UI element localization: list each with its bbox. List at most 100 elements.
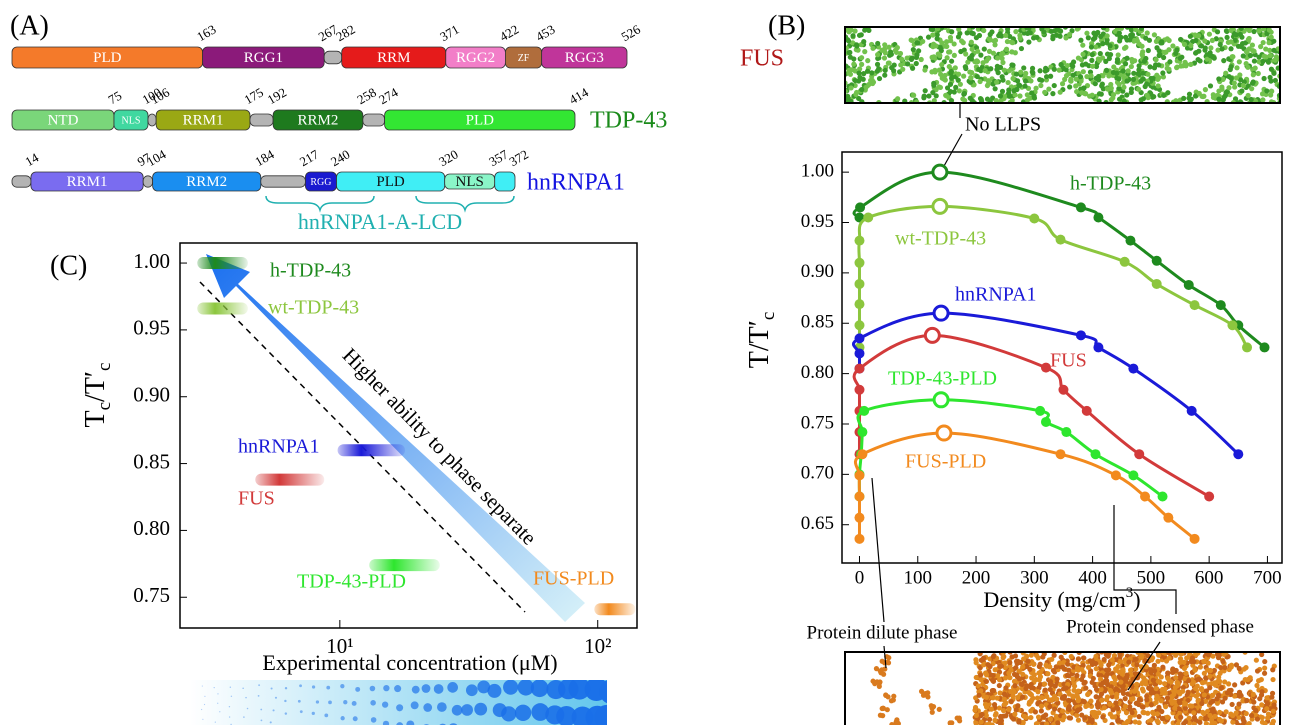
snapshot-bead [967,69,972,74]
snapshot-bead [991,51,996,56]
residue-label: 422 [497,21,521,44]
snapshot-bead [1183,719,1188,724]
snapshot-bead [1041,714,1046,719]
snapshot-bead [1100,41,1105,46]
snapshot-bead [865,58,870,63]
domain-label: NTD [48,112,79,128]
snapshot-bead [1003,685,1008,690]
snapshot-bead [975,49,980,54]
snapshot-bead [885,694,890,699]
snapshot-bead [1260,97,1265,102]
snapshot-bead [1065,63,1070,68]
snapshot-bead [874,666,879,671]
snapshot-bead [1251,72,1256,77]
snapshot-bead [1216,97,1221,102]
snapshot-bead [980,712,985,717]
snapshot-bead [978,688,983,693]
snapshot-bead [1134,657,1139,662]
snapshot-bead [1160,716,1165,721]
droplet [437,702,447,712]
snapshot-bead [1196,33,1201,38]
snapshot-bead [1093,661,1098,666]
droplet [371,717,377,723]
snapshot-bead [1223,93,1228,98]
snapshot-bead [852,28,857,33]
snapshot-bead [989,707,994,712]
droplet [352,701,357,706]
snapshot-bead [1130,696,1135,701]
snapshot-bead [969,40,974,45]
snapshot-bead [1134,682,1139,687]
snapshot-bead [1224,28,1229,33]
snapshot-bead [1099,662,1104,667]
snapshot-bead [1140,704,1145,709]
snapshot-bead [1102,705,1107,710]
snapshot-bead [984,695,989,700]
droplet [214,687,215,688]
callout [944,134,962,166]
snapshot-bead [1146,685,1151,690]
snapshot-bead [1202,38,1207,43]
snapshot-bead [1003,33,1008,38]
snapshot-bead [930,90,935,95]
series-label: FUS-PLD [905,451,986,473]
snapshot-bead [1157,52,1162,57]
snapshot-bead [1251,29,1256,34]
droplet [271,687,273,689]
snapshot-bead [1081,681,1086,686]
droplet [370,700,376,706]
snapshot-bead [962,91,967,96]
snapshot-bead [965,30,970,35]
droplet [474,703,487,716]
snapshot-bead [1205,667,1210,672]
snapshot-bead [1255,668,1260,673]
x-tick-label: 10² [584,634,611,658]
data-point [1056,449,1066,459]
data-point [1242,342,1252,352]
snapshot-bead [1053,683,1058,688]
snapshot-bead [958,82,963,87]
snapshot-bead [1156,679,1161,684]
snapshot-bead [1129,90,1134,95]
snapshot-bead [1111,707,1116,712]
snapshot-bead [1208,45,1213,50]
snapshot-bead [875,41,880,46]
snapshot-bead [1241,53,1246,58]
snapshot-bead [1134,662,1139,667]
snapshot-bead [1017,660,1022,665]
snapshot-bead [1154,73,1159,78]
category-label: FUS [238,488,275,510]
residue-label: 175 [241,84,265,107]
snapshot-bead [1154,700,1159,705]
snapshot-bead [949,69,954,74]
snapshot-bead [1066,668,1071,673]
snapshot-bead [1137,41,1142,46]
residue-label: 14 [22,149,41,169]
snapshot-bead [1249,713,1254,718]
droplet [202,719,203,720]
snapshot-bead [1054,696,1059,701]
snapshot-bead [948,89,953,94]
snapshot-bead [1029,675,1034,680]
droplet [447,682,458,693]
snapshot-bead [1203,45,1208,50]
snapshot-bead [862,49,867,54]
x-axis-label-part: 3 [1126,585,1134,601]
data-point [1184,280,1194,290]
snapshot-bead [1043,68,1048,73]
y-tick-label: 0.70 [801,463,834,484]
snapshot-bead [1050,34,1055,39]
snapshot-bead [899,57,904,62]
data-point [1093,342,1103,352]
snapshot-bead [1191,710,1196,715]
snapshot-bead [1208,83,1213,88]
snapshot-bead [887,60,892,65]
snapshot-bead [895,45,900,50]
domain-label: RRM2 [186,174,227,190]
snapshot-bead [1260,91,1265,96]
data-point [1061,427,1071,437]
snapshot-bead [1247,46,1252,51]
snapshot-bead [1269,35,1274,40]
panel-label: (C) [50,250,87,281]
data-point [854,279,864,289]
